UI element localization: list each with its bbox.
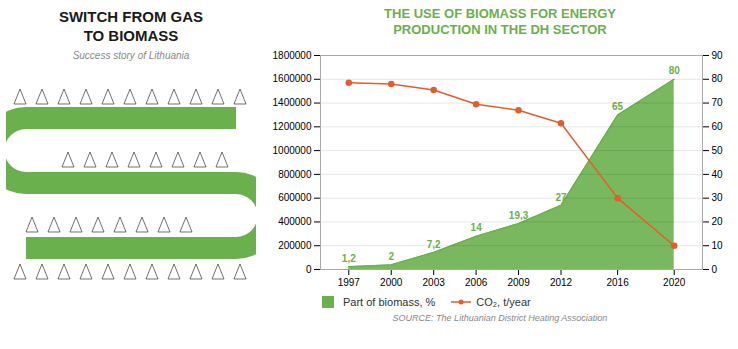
svg-text:80: 80 <box>712 73 724 84</box>
svg-text:90: 90 <box>712 49 724 60</box>
svg-text:1400000: 1400000 <box>273 97 312 108</box>
svg-text:60: 60 <box>712 121 724 132</box>
html-text:SWITCH FROM GAS: SWITCH FROM GAS <box>58 8 204 25</box>
svg-text:200000: 200000 <box>278 239 312 250</box>
svg-text:30: 30 <box>712 192 724 203</box>
svg-text:2000: 2000 <box>380 276 403 287</box>
svg-text:14: 14 <box>471 222 483 233</box>
svg-text:1600000: 1600000 <box>273 73 312 84</box>
svg-text:2: 2 <box>388 250 394 261</box>
svg-text:1000000: 1000000 <box>273 144 312 155</box>
svg-text:1200000: 1200000 <box>273 121 312 132</box>
html-text:Success story of Lithuania: Success story of Lithuania <box>72 49 190 61</box>
svg-text:0: 0 <box>306 263 312 274</box>
svg-text:27: 27 <box>555 191 567 202</box>
svg-text:19,3: 19,3 <box>509 209 529 220</box>
svg-text:80: 80 <box>669 65 681 76</box>
svg-text:10: 10 <box>712 239 724 250</box>
svg-text:65: 65 <box>612 100 624 112</box>
svg-text:70: 70 <box>712 97 724 108</box>
svg-text:2012: 2012 <box>550 276 573 287</box>
html-text:TO BIOMASS: TO BIOMASS <box>83 26 179 44</box>
html-text:Part of biomass, %: Part of biomass, % <box>343 295 436 308</box>
svg-text:400000: 400000 <box>278 216 312 227</box>
svg-text:600000: 600000 <box>278 192 312 203</box>
svg-text:2003: 2003 <box>423 276 446 287</box>
svg-text:7,2: 7,2 <box>427 238 441 249</box>
html-text:SOURCE: The Lithuanian Distric: SOURCE: The Lithuanian District Heating … <box>392 312 608 323</box>
svg-text:20: 20 <box>712 216 724 227</box>
svg-text:800000: 800000 <box>278 168 312 179</box>
svg-text:2009: 2009 <box>507 276 530 287</box>
html-text:THE USE OF BIOMASS FOR ENERGY: THE USE OF BIOMASS FOR ENERGY PRODUCTION… <box>384 6 616 38</box>
svg-text:50: 50 <box>712 144 724 155</box>
svg-text:2020: 2020 <box>663 276 686 287</box>
html-text:CO₂, t/year: CO₂, t/year <box>476 295 531 308</box>
svg-text:2016: 2016 <box>606 276 629 287</box>
svg-text:1,2: 1,2 <box>342 252 356 263</box>
svg-text:2006: 2006 <box>465 276 488 287</box>
svg-text:0: 0 <box>712 263 718 274</box>
svg-text:1800000: 1800000 <box>273 49 312 60</box>
svg-text:40: 40 <box>712 168 724 179</box>
svg-text:1997: 1997 <box>338 276 361 287</box>
